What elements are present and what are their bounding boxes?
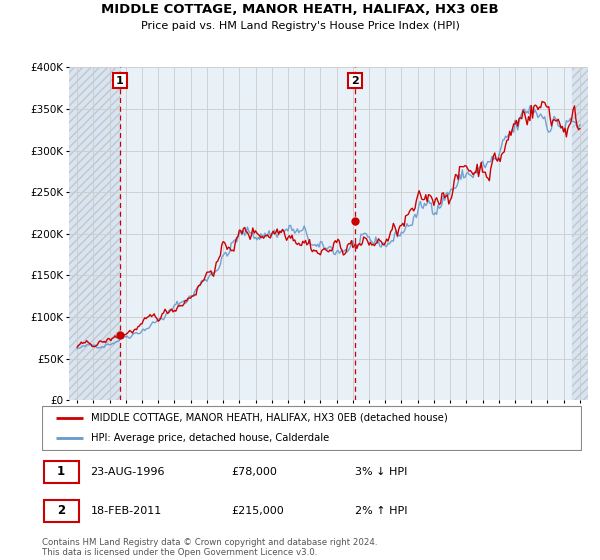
Bar — [69, 67, 120, 400]
Text: £215,000: £215,000 — [231, 506, 284, 516]
FancyBboxPatch shape — [44, 500, 79, 522]
Text: MIDDLE COTTAGE, MANOR HEATH, HALIFAX, HX3 0EB (detached house): MIDDLE COTTAGE, MANOR HEATH, HALIFAX, HX… — [91, 413, 448, 423]
Text: 23-AUG-1996: 23-AUG-1996 — [91, 467, 165, 477]
Text: 3% ↓ HPI: 3% ↓ HPI — [355, 467, 407, 477]
FancyBboxPatch shape — [42, 405, 581, 450]
Text: 1: 1 — [57, 465, 65, 478]
Text: 2: 2 — [351, 76, 359, 86]
Text: 2% ↑ HPI: 2% ↑ HPI — [355, 506, 408, 516]
Bar — [69, 67, 120, 400]
FancyBboxPatch shape — [44, 461, 79, 483]
Text: Contains HM Land Registry data © Crown copyright and database right 2024.
This d: Contains HM Land Registry data © Crown c… — [42, 538, 377, 557]
Text: 18-FEB-2011: 18-FEB-2011 — [91, 506, 162, 516]
Bar — [572, 67, 588, 400]
Text: 1: 1 — [116, 76, 124, 86]
Text: HPI: Average price, detached house, Calderdale: HPI: Average price, detached house, Cald… — [91, 433, 329, 443]
Text: £78,000: £78,000 — [231, 467, 277, 477]
Text: MIDDLE COTTAGE, MANOR HEATH, HALIFAX, HX3 0EB: MIDDLE COTTAGE, MANOR HEATH, HALIFAX, HX… — [101, 3, 499, 16]
Text: 2: 2 — [57, 505, 65, 517]
Bar — [572, 67, 588, 400]
Text: Price paid vs. HM Land Registry's House Price Index (HPI): Price paid vs. HM Land Registry's House … — [140, 21, 460, 31]
